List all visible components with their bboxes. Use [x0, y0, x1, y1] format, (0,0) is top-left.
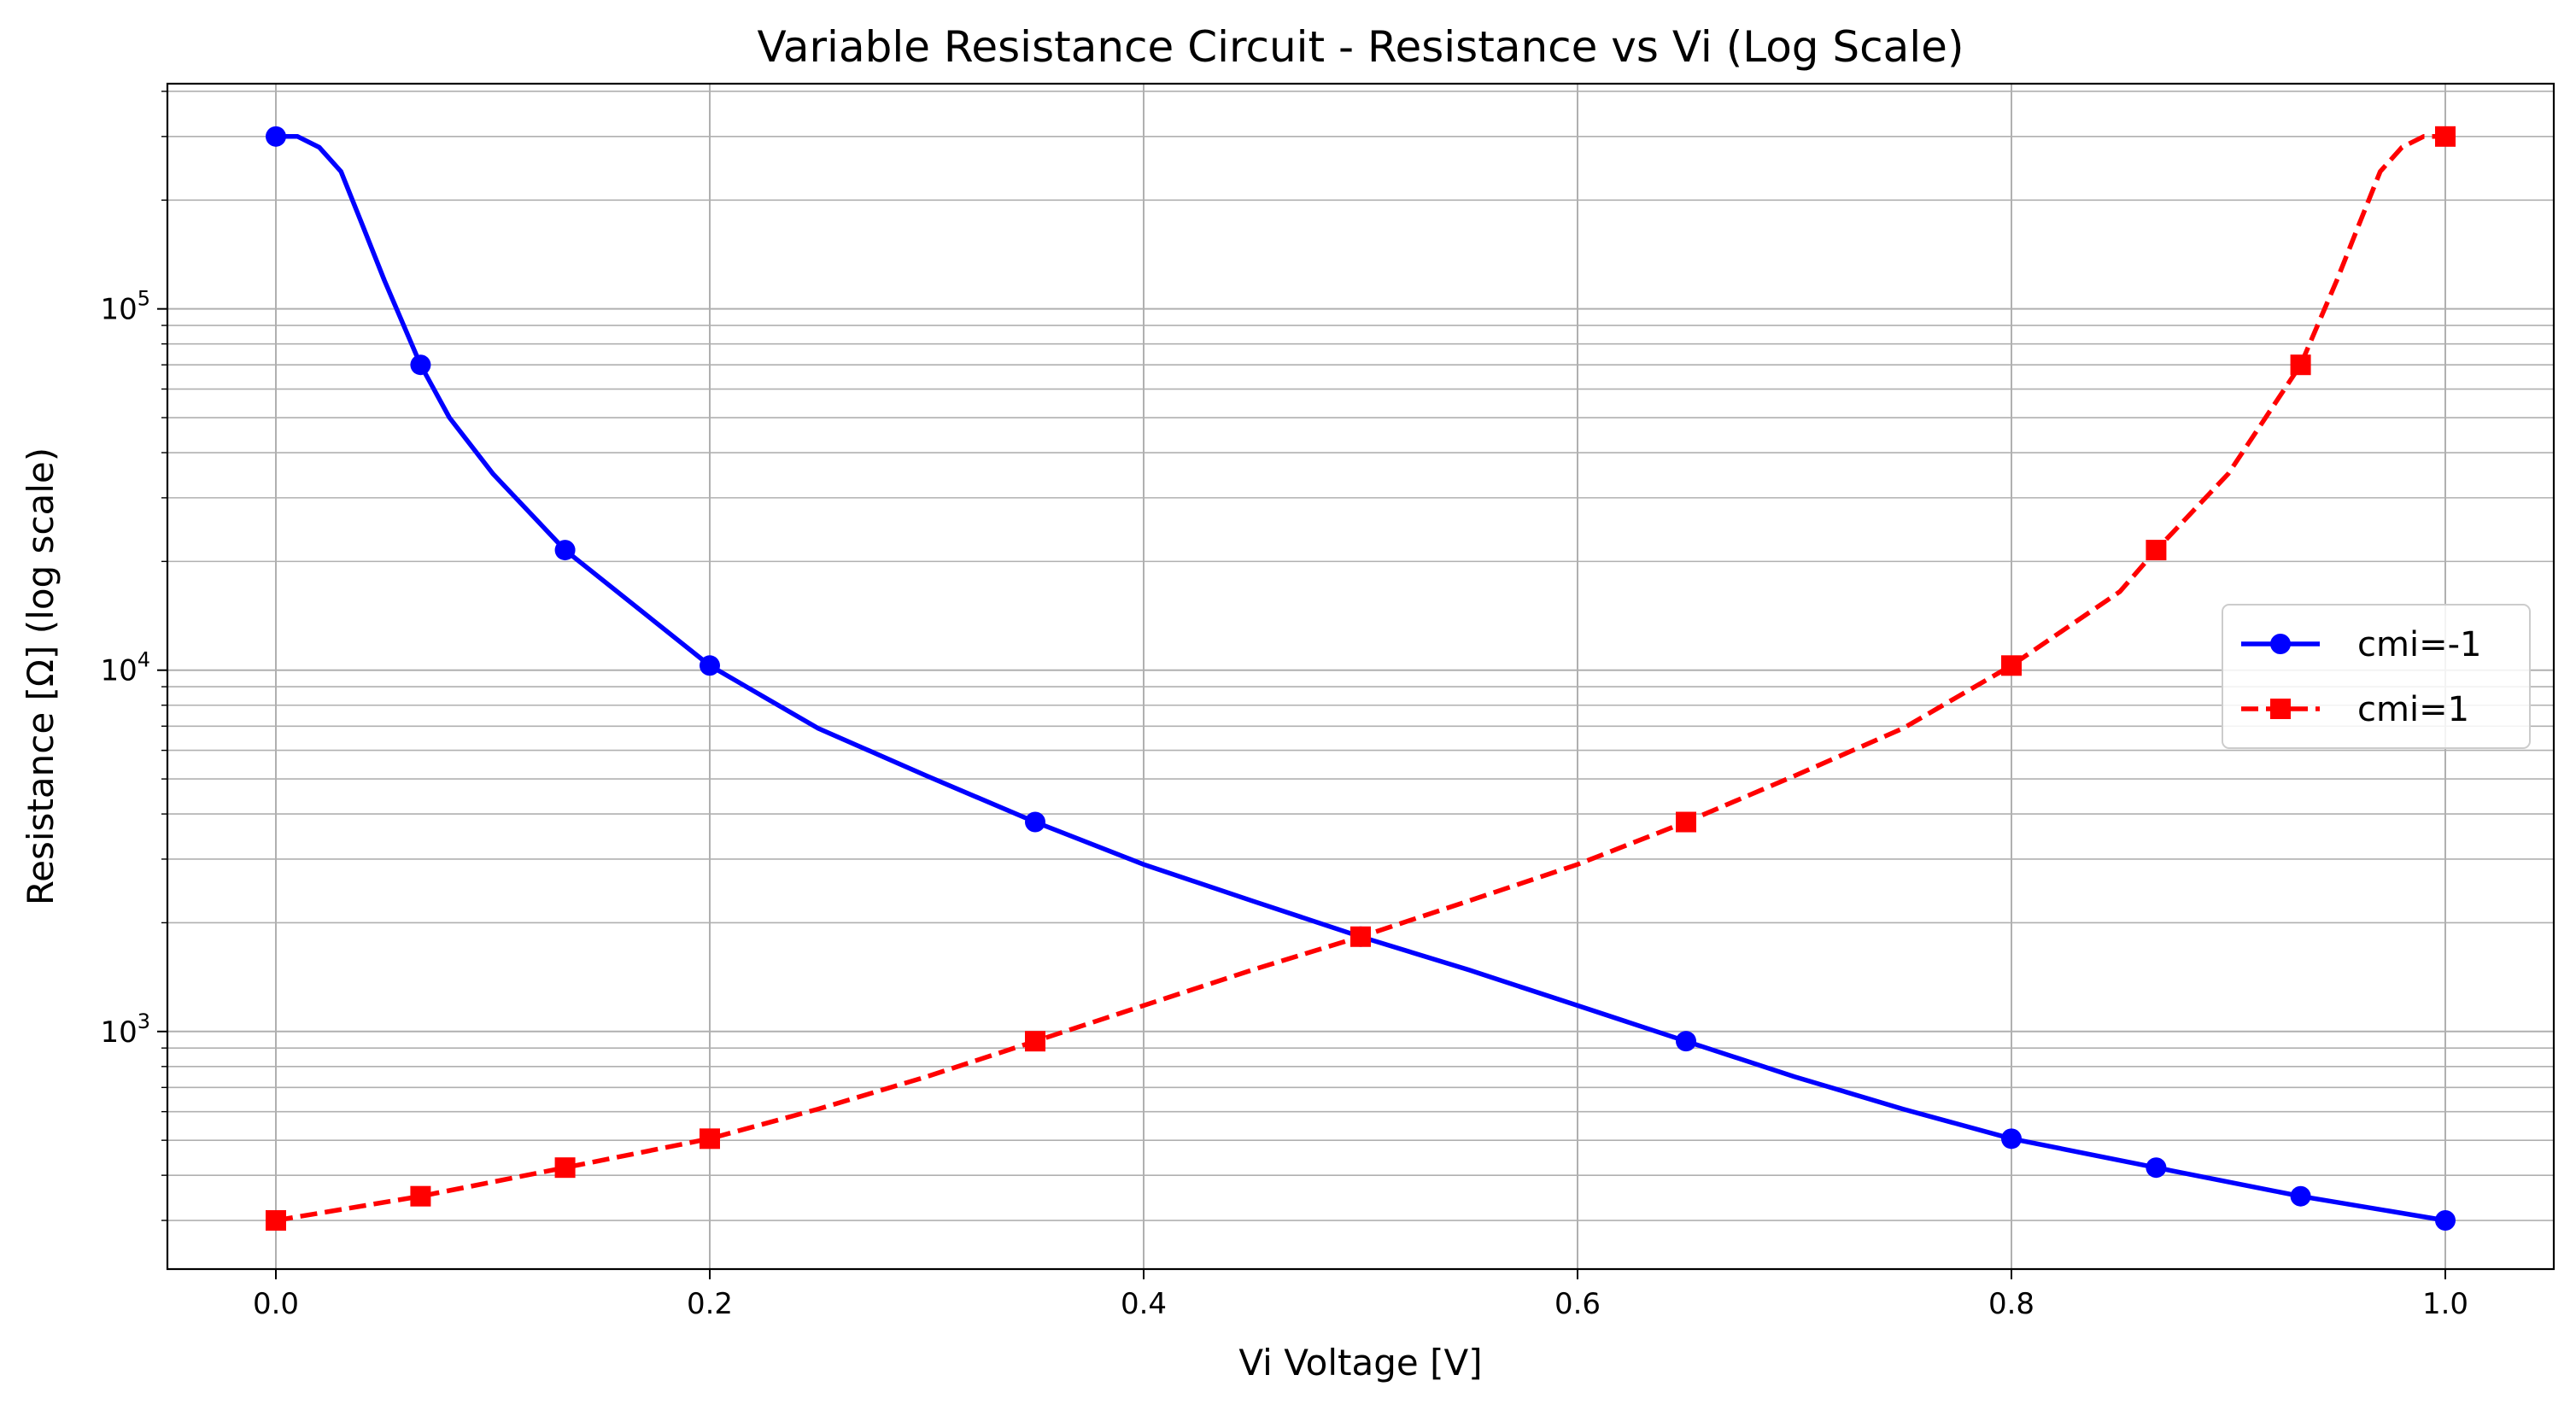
data-point — [266, 1210, 286, 1232]
data-point — [554, 1157, 576, 1179]
series-line-2 — [275, 134, 2445, 1223]
x-tick-label: 0.4 — [1121, 1287, 1167, 1321]
data-point — [1025, 1031, 1045, 1052]
plot-frame — [166, 82, 2556, 1271]
y-tick-base: 10 — [100, 293, 137, 327]
x-tick-label: 0.8 — [1988, 1287, 2034, 1321]
legend-marker — [2270, 699, 2291, 719]
legend-box — [2222, 604, 2531, 749]
data-point — [2435, 1210, 2456, 1232]
x-tick-label: 1.0 — [2422, 1287, 2468, 1321]
x-tick-label: 0.6 — [1554, 1287, 1601, 1321]
data-point — [2290, 1185, 2311, 1207]
data-point — [1350, 926, 1371, 947]
data-point — [1025, 811, 1045, 833]
data-point — [2290, 354, 2311, 376]
data-point — [2001, 1128, 2022, 1150]
chart-title: Variable Resistance Circuit - Resistance… — [758, 22, 1964, 72]
data-point — [700, 655, 720, 676]
data-point — [410, 1185, 431, 1207]
data-point — [1676, 1031, 1696, 1052]
data-point — [700, 1128, 720, 1150]
x-tick-label: 0.0 — [253, 1287, 299, 1321]
y-axis-label: Resistance [Ω] (log scale) — [20, 448, 61, 905]
y-tick-exponent: 4 — [138, 648, 150, 672]
y-tick-exponent: 3 — [138, 1009, 150, 1033]
data-point — [2001, 655, 2022, 676]
legend-marker — [2270, 634, 2291, 654]
data-point — [554, 540, 576, 561]
series-line-1 — [276, 134, 2446, 1223]
legend: cmi=-1 cmi=1 — [2222, 604, 2531, 749]
grid — [167, 84, 2554, 1269]
data-point — [2435, 126, 2456, 147]
y-tick-exponent: 5 — [138, 287, 150, 311]
x-tick-label: 0.2 — [687, 1287, 733, 1321]
legend-label: cmi=1 — [2357, 690, 2469, 729]
y-tick-base: 10 — [100, 1015, 137, 1050]
data-point — [1676, 811, 1696, 833]
x-axis-label: Vi Voltage [V] — [1238, 1342, 1482, 1384]
series-layer — [266, 126, 2456, 1232]
y-tick-label: 104 — [100, 648, 150, 688]
data-point — [2146, 1157, 2167, 1179]
y-tick-label: 105 — [100, 287, 150, 327]
data-point — [410, 354, 431, 376]
legend-label: cmi=-1 — [2357, 625, 2481, 664]
data-point — [2146, 540, 2167, 561]
data-point — [266, 126, 286, 147]
y-tick-base: 10 — [100, 654, 137, 688]
y-tick-label: 103 — [100, 1009, 150, 1050]
